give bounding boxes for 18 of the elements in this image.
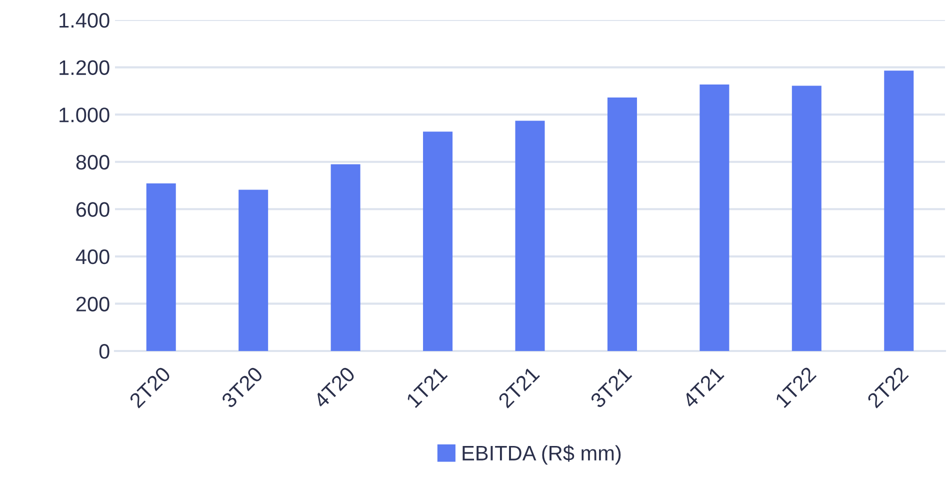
y-tick-label: 600 xyxy=(76,202,110,217)
bar xyxy=(515,120,545,351)
bar xyxy=(330,164,360,351)
y-tick-label: 800 xyxy=(76,154,110,170)
bar xyxy=(607,98,637,351)
bar xyxy=(146,183,176,351)
legend-label: EBITDA (R$ mm) xyxy=(462,444,621,465)
bar xyxy=(884,70,914,351)
bar xyxy=(792,86,822,351)
bar xyxy=(238,190,268,351)
bar xyxy=(423,132,453,351)
y-tick-label: 200 xyxy=(76,296,110,312)
bar xyxy=(700,84,730,351)
y-tick-label: 1.000 xyxy=(60,108,110,122)
y-tick-label: 1.400 xyxy=(60,13,110,28)
y-tick-label: 1.200 xyxy=(60,60,110,76)
y-tick-label: 400 xyxy=(76,249,110,264)
y-tick-label: 0 xyxy=(99,344,110,359)
